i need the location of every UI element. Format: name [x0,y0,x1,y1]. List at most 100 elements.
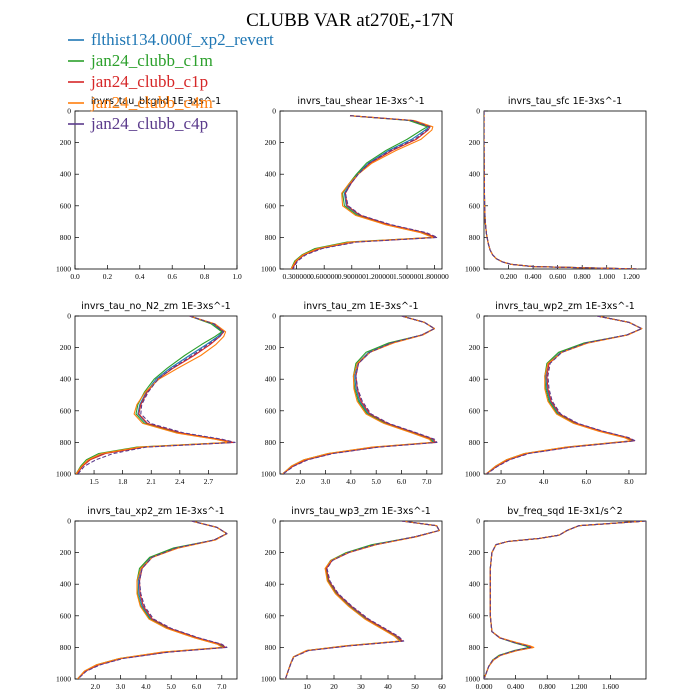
y-tick-label: 1000 [465,675,480,684]
plot-frame [483,315,647,475]
series-line-5 [282,316,438,474]
series-line-1 [284,521,440,679]
panel-2: invrs_tau_shear 1E-3xs^-1 0 200 400 600 800 10… [261,96,449,281]
x-tick-label: 6.0 [192,682,202,691]
legend-item: jan24_clubb_c1p [68,72,208,91]
series-group [290,115,438,269]
series-line-4 [282,316,435,474]
panel-5: invrs_tau_zm 1E-3xs^-1 0 200 400 600 800 1000 2… [261,301,443,486]
y-tick-label: 400 [265,375,277,384]
panel-title: invrs_tau_sfc 1E-3xs^-1 [508,96,622,107]
y-tick-label: 400 [60,375,72,384]
y-tick-label: 600 [469,201,481,210]
y-tick-label: 400 [469,375,481,384]
series-line-2 [485,316,643,474]
x-tick-label: 7.0 [217,682,227,691]
plot-frame [74,315,238,475]
series-line-3 [77,521,228,679]
panel-grid: invrs_tau_bkgnd 1E-3xs^-1020040060080010… [56,96,647,691]
y-tick-label: 0 [67,107,71,116]
y-tick-label: 200 [469,548,481,557]
x-tick-label: 1.5 [89,477,99,486]
x-tick-label: 60 [438,682,446,691]
x-tick-label: 2.0 [91,682,101,691]
panel-title: invrs_tau_zm 1E-3xs^-1 [304,301,419,312]
y-tick-label: 800 [265,643,277,652]
y-tick-label: 0 [67,312,71,321]
series-line-3 [484,521,646,679]
legend-label: jan24_clubb_c4m [90,93,213,112]
x-tick-label: 1.200 [570,682,587,691]
plot-frame [279,520,443,680]
plot-frame [74,520,238,680]
series-line-1 [484,111,638,269]
y-tick-label: 600 [469,406,481,415]
y-tick-label: 0 [476,517,480,526]
panel-title: invrs_tau_no_N2_zm 1E-3xs^-1 [81,301,230,312]
y-tick-label: 200 [60,548,72,557]
x-tick-label: 0.600000 [310,272,338,281]
legend: flthist134.000f_xp2_revert jan24_clubb_c1… [68,30,274,133]
y-tick-label: 0 [272,312,276,321]
series-group [75,316,236,474]
plot-frame [483,520,647,680]
x-tick-label: 4.0 [539,477,549,486]
x-tick-label: 2.4 [175,477,185,486]
series-line-1 [485,316,643,474]
series-line-1 [484,521,646,679]
panel-3: invrs_tau_sfc 1E-3xs^-1 0 200 400 600 800 1000… [465,96,647,281]
y-tick-label: 200 [469,138,481,147]
series-line-2 [484,521,646,679]
panel-9: bv_freq_sqd 1E-3x1/s^2020040060080010000… [465,506,647,691]
x-tick-label: 0.300000 [283,272,311,281]
series-line-4 [484,111,638,269]
panel-6: invrs_tau_wp2_zm 1E-3xs^-1 0 200 400 600 800 1… [465,301,647,486]
x-tick-label: 1.000 [598,272,615,281]
series-line-1 [77,521,228,679]
series-line-2 [77,521,228,679]
legend-label: jan24_clubb_c4p [90,114,208,133]
panel-1: invrs_tau_bkgnd 1E-3xs^-1 0 200 400 600 800 10… [56,96,242,281]
legend-item: jan24_clubb_c4p [68,114,208,133]
x-tick-label: 3.0 [321,477,331,486]
x-tick-label: 0.6 [168,272,178,281]
x-tick-label: 2.0 [496,477,506,486]
x-tick-label: 0.2 [103,272,113,281]
y-tick-label: 1000 [465,265,480,274]
series-group [484,111,638,269]
x-tick-label: 6.0 [582,477,592,486]
x-tick-label: 0.0 [70,272,80,281]
y-tick-label: 400 [60,170,72,179]
y-tick-label: 800 [60,233,72,242]
plot-frame [279,315,443,475]
y-tick-label: 800 [60,643,72,652]
legend-item: flthist134.000f_xp2_revert [68,30,274,49]
legend-label: flthist134.000f_xp2_revert [91,30,274,49]
plot-frame [483,110,647,270]
x-tick-label: 0.200 [500,272,517,281]
series-line-1 [291,115,436,269]
x-tick-label: 1.500000 [393,272,421,281]
legend-label: jan24_clubb_c1p [90,72,208,91]
y-tick-label: 0 [476,312,480,321]
y-tick-label: 200 [469,343,481,352]
x-tick-label: 3.0 [116,682,126,691]
plot-frame [74,110,238,270]
x-tick-label: 1.200 [623,272,640,281]
y-tick-label: 1000 [261,265,276,274]
y-tick-label: 1000 [261,675,276,684]
series-line-5 [284,521,440,679]
x-tick-label: 1.0 [232,272,242,281]
x-tick-label: 8.0 [624,477,634,486]
y-tick-label: 800 [469,643,481,652]
y-tick-label: 600 [265,406,277,415]
series-line-5 [77,316,236,474]
x-tick-label: 7.0 [422,477,432,486]
y-tick-label: 200 [265,343,277,352]
panel-4: invrs_tau_no_N2_zm 1E-3xs^-1 0 200 400 600 80… [56,301,238,486]
x-tick-label: 4.0 [346,477,356,486]
y-tick-label: 400 [60,580,72,589]
y-tick-label: 800 [469,233,481,242]
series-line-3 [291,115,437,269]
plot-frame [279,110,443,270]
